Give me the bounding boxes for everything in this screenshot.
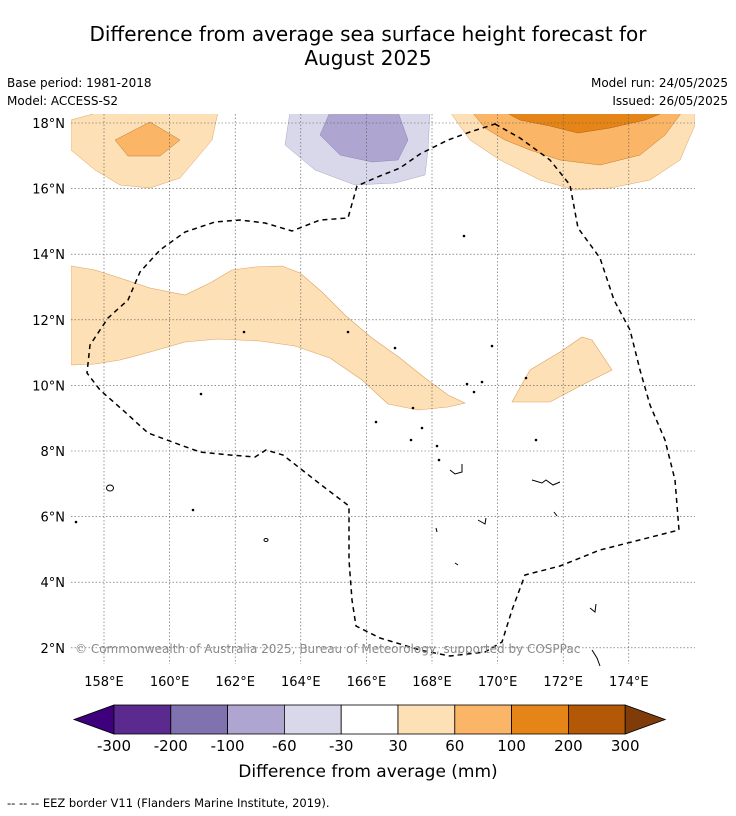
colorbar-tick-label: 60 [445,737,464,755]
colorbar-tick-label: -300 [97,737,131,755]
model-run: Model run: 24/05/2025 [590,76,728,90]
longitude-tick-label: 158°E [84,675,124,690]
colorbar-segment [283,704,342,735]
latitude-tick-label: 12°N [32,314,65,329]
map-title: Difference from average sea surface heig… [0,22,736,70]
colorbar-tick-label: 30 [388,737,407,755]
colorbar-segment [113,704,172,735]
anomaly-band-neg-60-100 [319,114,409,163]
colorbar-segment [227,704,285,735]
longitude-tick-label: 168°E [412,675,452,690]
base-period: Base period: 1981-2018 [7,76,152,90]
graticule [71,114,695,664]
colorbar-extend-high [624,704,667,735]
colorbar-tick-label: -60 [272,737,297,755]
longitude-tick-label: 162°E [215,675,255,690]
title-line-1: Difference from average sea surface heig… [89,22,647,46]
colorbar-tick-label: -30 [329,737,354,755]
colorbar: -300 -200 -100 -60 -30 30 60 100 200 300 [72,704,667,755]
title-line-2: August 2025 [304,46,432,70]
eez-footnote: -- -- -- EEZ border V11 (Flanders Marine… [7,796,330,810]
latitude-tick-label: 16°N [32,183,65,198]
longitude-tick-label: 170°E [478,675,518,690]
latitude-tick-label: 14°N [32,248,65,263]
colorbar-tick-label: 300 [611,737,640,755]
latitude-labels: 18°N 16°N 14°N 12°N 10°N 8°N 6°N 4°N 2°N [32,117,65,657]
colorbar-segment [170,704,229,735]
latitude-tick-label: 8°N [41,445,66,460]
longitude-labels: 158°E 160°E 162°E 164°E 166°E 168°E 170°E 172°E… [84,675,648,690]
anomaly-band-100-200 [508,114,661,134]
meta-left: Base period: 1981-2018 Model: ACCESS-S2 [7,74,152,110]
islands [74,234,601,667]
colorbar-segment [511,704,569,735]
longitude-tick-label: 160°E [150,675,190,690]
latitude-tick-label: 6°N [41,511,66,526]
longitude-tick-label: 166°E [347,675,387,690]
copyright-text: © Commonwealth of Australia 2025, Bureau… [75,642,580,656]
colorbar-tick-label: 200 [554,737,583,755]
latitude-tick-label: 18°N [32,117,65,132]
latitude-tick-label: 2°N [41,642,66,657]
anomaly-band-60-100 [473,114,681,166]
colorbar-segment [568,704,626,735]
longitude-tick-label: 172°E [543,675,583,690]
colorbar-segment [340,704,399,735]
colorbar-tick-label: -100 [211,737,245,755]
colorbar-tick-label: 100 [497,737,526,755]
colorbar-tick-label: -200 [154,737,188,755]
colorbar-extend-low [72,704,115,735]
eez-border [86,123,680,657]
anomaly-band-30-60 [71,265,466,411]
model-name: Model: ACCESS-S2 [7,94,119,108]
longitude-tick-label: 174°E [609,675,649,690]
latitude-tick-label: 4°N [41,576,66,591]
latitude-tick-label: 10°N [32,379,65,394]
anomaly-band-30-60 [511,336,613,403]
colorbar-segment [397,704,456,735]
colorbar-label: Difference from average (mm) [238,762,498,782]
colorbar-segment [454,704,512,735]
issued-date: Issued: 26/05/2025 [612,94,728,108]
anomaly-band-60-100 [114,121,181,157]
longitude-tick-label: 164°E [281,675,321,690]
meta-right: Model run: 24/05/2025 Issued: 26/05/2025 [591,74,728,110]
